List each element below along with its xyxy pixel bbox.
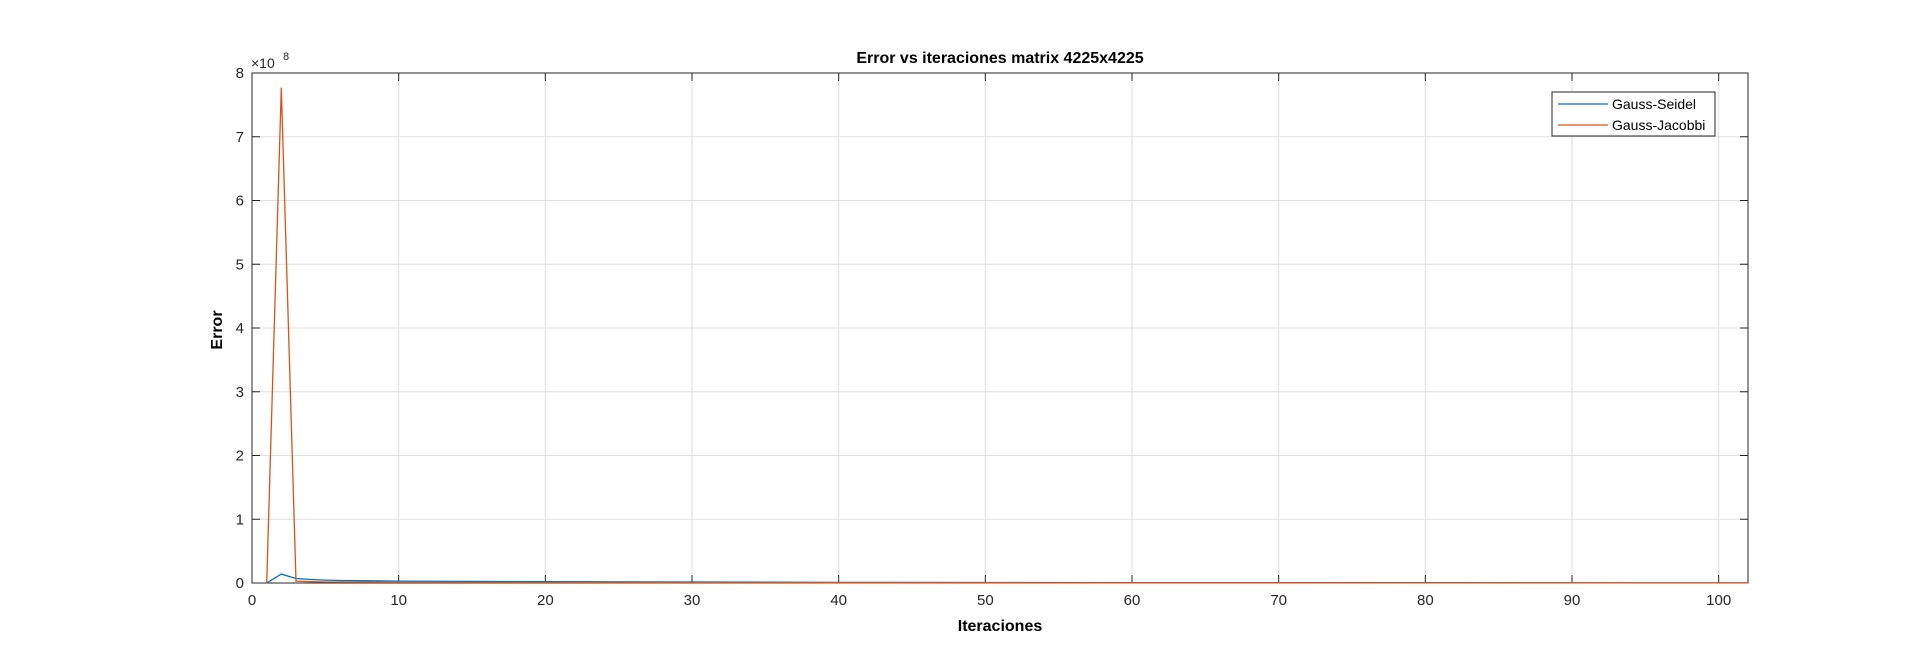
x-tick-label: 30 [684, 592, 701, 609]
x-tick-label: 40 [830, 592, 847, 609]
y-tick-label: 2 [236, 448, 244, 465]
y-axis-label: Error [209, 310, 226, 349]
x-tick-label: 60 [1124, 592, 1141, 609]
x-tick-label: 0 [248, 592, 256, 609]
chart-title: Error vs iteraciones matrix 4225x4225 [856, 50, 1143, 67]
x-tick-label: 20 [537, 592, 554, 609]
x-tick-label: 80 [1417, 592, 1434, 609]
series-line-gauss-jacobbi [266, 87, 1748, 584]
legend-entry-label: Gauss-Jacobbi [1612, 117, 1705, 133]
y-tick-label: 8 [236, 65, 244, 82]
y-tick-label: 1 [236, 511, 244, 528]
y-tick-label: 6 [236, 193, 244, 210]
x-tick-label: 90 [1564, 592, 1581, 609]
x-tick-label: 50 [977, 592, 994, 609]
x-tick-label: 70 [1270, 592, 1287, 609]
series-lines [266, 87, 1748, 584]
x-tick-label: 100 [1706, 592, 1731, 609]
x-tick-label: 10 [390, 592, 407, 609]
ticks: 0 10 20 30 40 50 60 70 80 90 100 0 1 2 3 4 5 6 7 8 [236, 65, 1748, 609]
y-exponent-power: 8 [283, 51, 289, 63]
legend-entry-label: Gauss-Seidel [1612, 96, 1696, 112]
y-exponent-base: ×10 [251, 55, 275, 71]
y-tick-label: 5 [236, 256, 244, 273]
series-line-gauss-seidel [266, 573, 1748, 584]
legend-box [1551, 91, 1716, 137]
y-exponent-label: ×10 8 [251, 51, 289, 71]
y-tick-label: 3 [236, 384, 244, 401]
legend: Gauss-Seidel Gauss-Jacobbi [1551, 91, 1716, 137]
grid [251, 72, 1748, 584]
y-tick-label: 4 [236, 320, 244, 337]
x-axis-label: Iteraciones [958, 618, 1043, 635]
y-tick-label: 7 [236, 129, 244, 146]
y-tick-label: 0 [236, 575, 244, 592]
